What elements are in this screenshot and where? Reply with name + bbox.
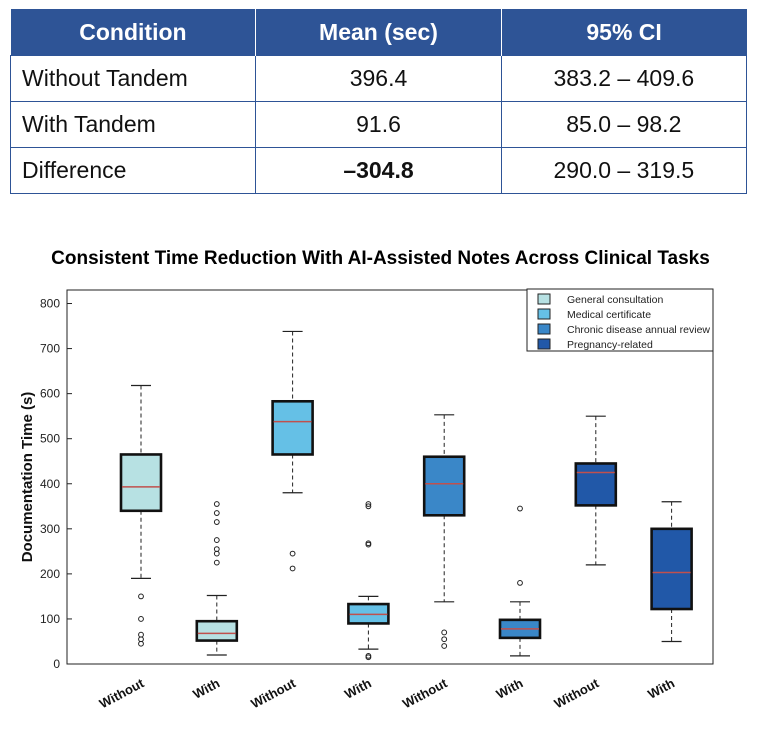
- boxplot-chart: 0 100 200 300 400 500 600 700 800 Documentation T…: [19, 288, 714, 711]
- y-tick-label: 500: [40, 432, 60, 446]
- box-iqr: [574, 462, 618, 507]
- y-tick-label: 200: [40, 567, 60, 581]
- box-with-1: With: [190, 501, 239, 702]
- box-with-3: With: [342, 501, 390, 702]
- legend-swatch: [537, 308, 551, 320]
- box-iqr: [119, 453, 163, 513]
- box-iqr: [422, 455, 466, 517]
- y-tick-label: 100: [40, 612, 60, 626]
- x-tick-label: Without: [97, 675, 147, 711]
- x-tick-label: Without: [552, 675, 602, 711]
- outlier-point: [365, 654, 372, 661]
- header-condition: Condition: [10, 9, 257, 56]
- cell-ci: 85.0 – 98.2: [500, 101, 748, 148]
- legend-label: General consultation: [567, 294, 663, 306]
- table-row: Without Tandem 396.4 383.2 – 409.6: [9, 55, 748, 102]
- header-mean: Mean (sec): [255, 9, 502, 56]
- legend-label: Pregnancy-related: [567, 339, 653, 351]
- outlier-point: [365, 503, 372, 510]
- x-tick-label: With: [645, 675, 677, 701]
- outlier-point: [138, 593, 144, 600]
- table-header-row: Condition Mean (sec) 95% CI: [10, 9, 747, 56]
- legend-swatch: [537, 323, 551, 335]
- cell-ci: 290.0 – 319.5: [500, 147, 748, 194]
- box-without-6: Without: [552, 415, 618, 711]
- y-tick-label: 600: [40, 387, 60, 401]
- x-tick-label: With: [494, 675, 526, 701]
- outlier-point: [289, 565, 296, 572]
- table-row: Difference –304.8 290.0 – 319.5: [9, 147, 748, 194]
- x-tick-label: With: [342, 675, 374, 701]
- legend-swatch: [537, 338, 551, 350]
- outlier-point: [213, 559, 220, 566]
- box-with-7: With: [645, 501, 693, 702]
- outlier-point: [213, 510, 220, 516]
- plot-frame: [66, 289, 714, 665]
- header-ci: 95% CI: [501, 9, 747, 56]
- outlier-point: [365, 501, 372, 507]
- cell-mean: –304.8: [255, 147, 502, 194]
- chart-legend: General consultation Medical certificate C…: [526, 288, 714, 352]
- y-tick-label: 300: [40, 522, 60, 536]
- box-iqr: [650, 527, 693, 611]
- outlier-point: [441, 629, 448, 636]
- outlier-point: [289, 550, 296, 557]
- legend-box: [526, 288, 714, 352]
- outlier-point: [441, 643, 448, 649]
- outlier-point: [213, 537, 220, 543]
- outlier-point: [517, 579, 523, 586]
- y-tick-label: 800: [40, 297, 60, 311]
- box-without-2: Without: [248, 330, 314, 711]
- y-tick-label: 0: [53, 657, 60, 671]
- y-tick-label: 700: [40, 342, 60, 356]
- outlier-point: [138, 640, 144, 647]
- box-group: Without With Without With Without With Without…: [97, 330, 693, 711]
- cell-mean: 396.4: [255, 55, 502, 102]
- box-without-4: Without: [400, 414, 466, 711]
- legend-label: Medical certificate: [567, 309, 651, 321]
- x-tick-label: Without: [248, 675, 298, 711]
- outlier-point: [441, 636, 448, 643]
- box-iqr: [195, 619, 239, 642]
- x-tick-label: With: [190, 675, 222, 701]
- outlier-point: [213, 546, 220, 552]
- outlier-point: [138, 616, 144, 622]
- legend-swatch: [537, 293, 551, 305]
- outlier-point: [517, 505, 523, 512]
- chart-axes: 0 100 200 300 400 500 600 700 800 Documentation T…: [19, 289, 714, 671]
- box-without-0: Without: [97, 384, 163, 711]
- cell-condition: Difference: [9, 147, 257, 194]
- y-tick-label: 400: [40, 477, 60, 491]
- chart-title: Consistent Time Reduction With AI-Assist…: [51, 248, 710, 269]
- x-tick-label: Without: [400, 675, 450, 711]
- box-with-5: With: [494, 505, 542, 702]
- box-iqr: [271, 399, 314, 456]
- outlier-point: [213, 519, 220, 525]
- cell-ci: 383.2 – 409.6: [500, 55, 748, 102]
- outlier-point: [365, 540, 372, 547]
- summary-table: Condition Mean (sec) 95% CI Without Tand…: [9, 9, 748, 194]
- y-axis-label: Documentation Time (s): [19, 392, 36, 563]
- cell-condition: Without Tandem: [9, 55, 257, 102]
- cell-condition: With Tandem: [9, 101, 257, 148]
- cell-mean: 91.6: [255, 101, 502, 148]
- table-row: With Tandem 91.6 85.0 – 98.2: [9, 101, 748, 148]
- legend-label: Chronic disease annual review: [567, 324, 710, 336]
- outlier-point: [213, 501, 220, 507]
